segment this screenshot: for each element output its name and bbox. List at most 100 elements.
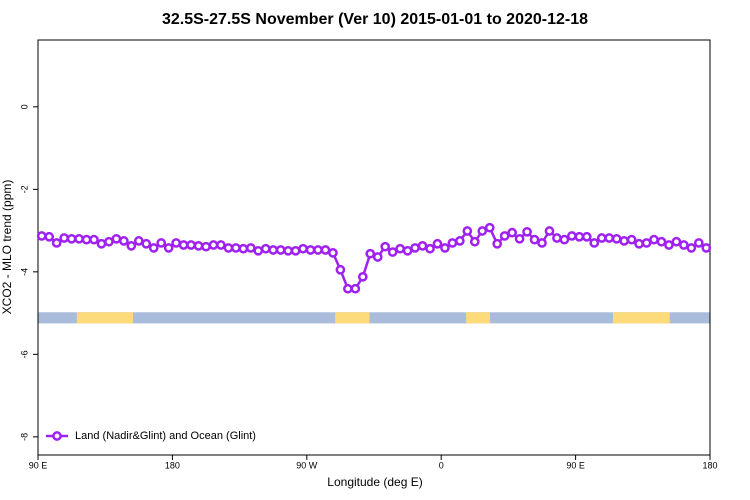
data-point [171, 238, 181, 248]
data-point [357, 271, 368, 282]
data-point [178, 240, 189, 250]
data-point [589, 238, 600, 248]
data-point [208, 240, 219, 250]
land-span [612, 312, 670, 324]
data-point [163, 243, 174, 253]
data-point [484, 222, 495, 233]
data-point [492, 238, 503, 249]
data-point [320, 245, 331, 255]
data-point [440, 243, 450, 253]
data-point [223, 243, 234, 253]
data-point [514, 233, 525, 244]
data-point [634, 238, 644, 249]
data-point [567, 231, 577, 241]
x-tick-label: 90 E [29, 460, 48, 470]
data-point [313, 245, 323, 255]
data-point [671, 236, 682, 247]
data-point [701, 243, 712, 253]
data-point [216, 240, 226, 250]
data-point [275, 245, 286, 255]
data-point [402, 245, 413, 256]
data-point [604, 233, 615, 243]
data-point [44, 231, 55, 242]
data-point [343, 283, 353, 294]
data-point [574, 231, 585, 242]
y-tick-label: -8 [19, 433, 29, 441]
data-point [141, 238, 152, 249]
data-point [469, 236, 480, 247]
data-point [201, 241, 211, 252]
data-point [74, 233, 84, 244]
data-point [365, 248, 376, 259]
y-axis-label: XCO2 - MLO trend (ppm) [0, 180, 14, 315]
y-tick-label: 0 [19, 104, 29, 109]
data-point [626, 234, 637, 245]
data-point [559, 234, 570, 245]
data-point [36, 231, 47, 241]
data-point [522, 226, 532, 237]
data-point [656, 236, 667, 247]
chart-title: 32.5S-27.5S November (Ver 10) 2015-01-01… [162, 11, 588, 28]
data-point [328, 248, 338, 258]
data-point [462, 226, 473, 236]
data-point [432, 238, 443, 249]
data-point [51, 238, 62, 248]
x-tick-label: 180 [165, 460, 180, 470]
data-point [133, 236, 144, 246]
data-point [156, 238, 167, 248]
data-point [231, 243, 241, 253]
data-point [537, 238, 547, 248]
legend-marker [52, 431, 62, 441]
x-tick-label: 180 [702, 460, 717, 470]
data-point [417, 240, 428, 251]
data-point [611, 233, 622, 244]
data-point [387, 247, 398, 257]
x-tick-label: 0 [439, 460, 444, 470]
data-point [552, 233, 562, 243]
data-point [380, 241, 391, 252]
land-span [466, 312, 491, 324]
x-tick-label: 90 W [296, 460, 318, 470]
data-point [148, 243, 159, 253]
data-point [66, 233, 77, 244]
plot-frame [37, 39, 711, 456]
data-point [260, 243, 271, 254]
data-point [290, 245, 301, 256]
data-point [410, 243, 420, 253]
data-point [193, 240, 204, 251]
data-point [335, 264, 346, 275]
data-point [305, 245, 316, 255]
data-point [245, 243, 256, 253]
data-point [59, 233, 69, 243]
data-point [126, 240, 137, 251]
data-point [507, 227, 517, 238]
data-point [186, 240, 196, 250]
land-span [76, 312, 133, 324]
data-point [693, 238, 704, 248]
y-tick-label: -4 [19, 268, 29, 276]
data-point [253, 245, 264, 256]
data-point [686, 243, 697, 253]
data-point [596, 233, 607, 243]
data-point [529, 234, 540, 245]
y-tick-label: -6 [19, 350, 29, 358]
data-point [477, 226, 488, 236]
data-point [619, 236, 629, 246]
x-axis-label: Longitude (deg E) [327, 475, 422, 489]
data-point [664, 240, 674, 250]
ocean-band [38, 312, 710, 324]
data-point [649, 234, 659, 245]
data-point [81, 234, 92, 245]
data-point [111, 233, 122, 244]
data-point [104, 236, 114, 247]
y-tick-label: -2 [19, 185, 29, 193]
data-point [425, 243, 435, 254]
data-point [298, 243, 308, 254]
data-point [395, 243, 405, 254]
data-point [350, 283, 361, 294]
x-tick-label: 90 E [566, 460, 585, 470]
data-point [96, 238, 107, 249]
data-point [372, 252, 383, 262]
data-point [455, 236, 465, 246]
